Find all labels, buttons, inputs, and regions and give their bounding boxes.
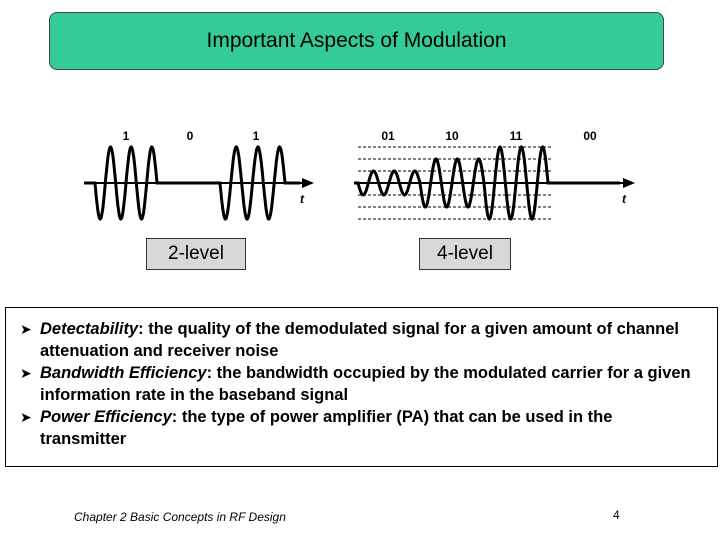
footer-chapter: Chapter 2 Basic Concepts in RF Design (74, 510, 286, 524)
bit-label-2level-2: 0 (187, 129, 194, 143)
modulation-diagram: 1 0 1 t 01 10 11 00 t (84, 129, 635, 221)
arrow-bullet-icon: ➤ (20, 409, 32, 425)
bullet-description: : the quality of the demodulated signal … (40, 320, 679, 360)
bit-label-4level-2: 10 (445, 129, 459, 143)
page-number: 4 (613, 508, 620, 522)
label-4-level-text: 4-level (437, 243, 493, 264)
axis-label-t-2level: t (300, 192, 305, 206)
slide-title-text: Important Aspects of Modulation (206, 29, 507, 52)
arrow-bullet-icon: ➤ (20, 321, 32, 337)
bullet-term: Power Efficiency (40, 408, 172, 426)
bit-label-4level-4: 00 (583, 129, 597, 143)
label-4-level: 4-level (419, 238, 511, 270)
bullet-list: ➤ Detectability: the quality of the demo… (5, 307, 718, 467)
label-2-level: 2-level (146, 238, 246, 270)
axis-arrow-4level (623, 178, 635, 188)
waveform-2level (84, 145, 300, 221)
bullet-description: : the bandwidth occupied by the modulate… (40, 364, 691, 404)
bit-label-4level-1: 01 (381, 129, 395, 143)
bullet-item-detectability: ➤ Detectability: the quality of the demo… (20, 318, 703, 362)
bullet-term: Detectability (40, 320, 139, 338)
bullet-item-power-efficiency: ➤ Power Efficiency: the type of power am… (20, 406, 703, 450)
bit-label-2level-1: 1 (123, 129, 130, 143)
bullet-term: Bandwidth Efficiency (40, 364, 207, 382)
label-2-level-text: 2-level (168, 243, 224, 264)
axis-label-t-4level: t (622, 192, 627, 206)
arrow-bullet-icon: ➤ (20, 365, 32, 381)
slide-title: Important Aspects of Modulation (49, 12, 664, 70)
bit-label-4level-3: 11 (510, 129, 523, 143)
waveform-4level (354, 145, 620, 221)
axis-arrow-2level (302, 178, 314, 188)
bullet-description: : the type of power amplifier (PA) that … (40, 408, 613, 448)
bit-label-2level-3: 1 (253, 129, 260, 143)
bullet-item-bandwidth-efficiency: ➤ Bandwidth Efficiency: the bandwidth oc… (20, 362, 703, 406)
